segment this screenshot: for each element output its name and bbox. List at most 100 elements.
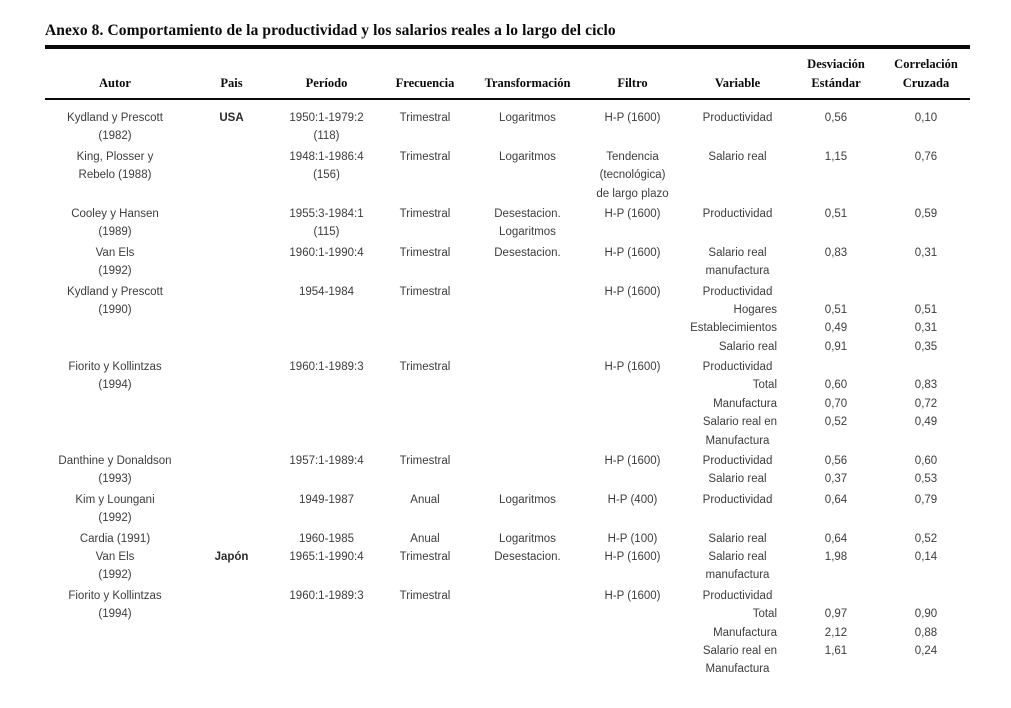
column-header: Autor [99, 76, 131, 90]
table-cell: 0,56 [824, 455, 848, 468]
table-cell [375, 566, 475, 584]
table-cell [790, 358, 882, 376]
table-cell [475, 566, 580, 584]
table-cell [278, 185, 375, 203]
table-cell [790, 262, 882, 280]
table-cell [185, 166, 278, 184]
table-cell [475, 166, 580, 184]
table-cell: 1960-1985 [299, 532, 354, 545]
table-cell [185, 452, 278, 470]
table-cell [185, 530, 278, 548]
table-row: (1994) Total 0,97 0,90 [45, 605, 970, 623]
table-cell: H-P (1600) [604, 246, 661, 259]
table-cell [790, 283, 882, 301]
table-cell [375, 642, 475, 660]
table-cell [475, 605, 580, 623]
table-cell: 0,53 [914, 473, 938, 486]
table-cell: 0,14 [914, 550, 938, 563]
table-cell: 0,90 [914, 608, 938, 621]
table-cell: 0,60 [824, 379, 848, 392]
table-cell: Trimestral [399, 361, 451, 374]
table-cell: Manufactura [713, 626, 777, 639]
table-cell: Salario real [708, 150, 767, 163]
table-row: (1992) manufactura [45, 566, 970, 584]
table-cell [882, 358, 970, 376]
table-cell [580, 624, 685, 642]
table-row: King, Plosser y 1948:1-1986:4 Trimestral Lo… [45, 148, 970, 166]
table-cell [375, 413, 475, 431]
table-cell: 1954-1984 [299, 285, 354, 298]
table-cell [185, 148, 278, 166]
table-cell: 0,24 [914, 644, 938, 657]
table-row: Salario real 0,91 0,35 [45, 338, 970, 356]
table-row: (1992) manufactura [45, 262, 970, 280]
table-cell: Logaritmos [499, 150, 556, 163]
table-row: Van Els 1960:1-1990:4 Trimestral Desestacio… [45, 244, 970, 262]
table-cell: (tecnológica) [599, 169, 666, 182]
table-cell: 1957:1-1989:4 [289, 455, 364, 468]
table-cell [475, 587, 580, 605]
table-cell: 2,12 [824, 626, 848, 639]
table-cell: 1948:1-1986:4 [289, 150, 364, 163]
table-cell [185, 395, 278, 413]
table-cell [790, 566, 882, 584]
table-cell [185, 244, 278, 262]
table-cell: 1,15 [824, 150, 848, 163]
table-cell [475, 185, 580, 203]
table-cell: 0,88 [914, 626, 938, 639]
table-cell: 0,70 [824, 397, 848, 410]
table-cell [185, 319, 278, 337]
table-cell: H-P (1600) [604, 207, 661, 220]
table-cell: Productividad [702, 361, 773, 374]
table-cell: 0,97 [824, 608, 848, 621]
table-row: (1992) [45, 509, 970, 527]
table-cell [790, 127, 882, 145]
table-cell [45, 432, 185, 450]
table-cell: 0,49 [824, 322, 848, 335]
table-row: Kim y Loungani 1949-1987 Anual Logaritmos H-… [45, 491, 970, 509]
table-row: Salario real en 0,52 0,49 [45, 413, 970, 431]
table-cell: Productividad [702, 112, 773, 124]
table-row: Manufactura [45, 660, 970, 678]
table-cell: 0,91 [824, 340, 848, 353]
table-cell: Fiorito y Kollintzas [68, 589, 162, 602]
table-cell: 0,31 [914, 246, 938, 259]
table-cell [475, 338, 580, 356]
table-cell: Kydland y Prescott [67, 112, 163, 124]
table-row: (1989) (115) Logaritmos [45, 223, 970, 241]
table-cell: 0,37 [824, 473, 848, 486]
table-cell [45, 413, 185, 431]
table-row: (1993) Salario real 0,37 0,53 [45, 470, 970, 488]
table-cell [45, 319, 185, 337]
table-cell: (115) [313, 226, 340, 239]
table-cell [45, 338, 185, 356]
table-cell [475, 395, 580, 413]
table-cell: manufactura [705, 265, 770, 278]
table-row: Cardia (1991) 1960-1985 Anual Logaritmos H-P… [45, 530, 970, 548]
table-cell [185, 376, 278, 394]
table-cell [185, 127, 278, 145]
table-header: Autor Pais Período Frecuencia Transformación… [45, 49, 970, 98]
table-cell: 1950:1-1979:2 [289, 112, 364, 124]
table-cell: Salario real en [702, 644, 777, 657]
table-cell: 0,83 [914, 379, 938, 392]
table-cell: Salario real [718, 340, 777, 353]
table-cell [580, 223, 685, 241]
table-cell: Salario real [708, 532, 767, 545]
table-cell [375, 432, 475, 450]
table-cell [185, 566, 278, 584]
table-cell: 0,76 [914, 150, 938, 163]
table-cell [375, 166, 475, 184]
table-cell [185, 491, 278, 509]
table-cell: H-P (1600) [604, 361, 661, 374]
table-cell: Trimestral [399, 589, 451, 602]
table-cell: 0,51 [914, 303, 938, 316]
table-cell [278, 338, 375, 356]
table-cell [790, 432, 882, 450]
table-cell: 1960:1-1990:4 [289, 246, 364, 259]
table-cell: Logaritmos [499, 532, 556, 545]
table-cell: 0,56 [824, 112, 848, 124]
table-cell: Tendencia [606, 150, 659, 163]
table-cell [375, 376, 475, 394]
table-cell: 0,51 [824, 207, 848, 220]
